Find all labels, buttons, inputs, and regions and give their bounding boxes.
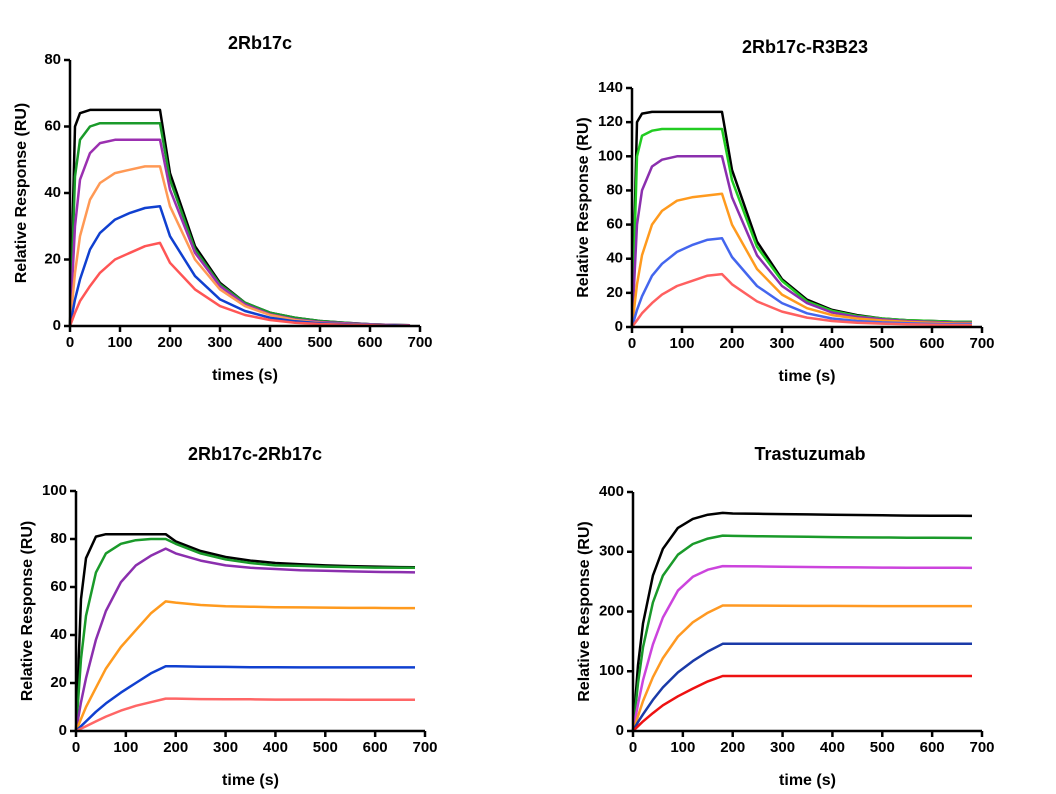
x-tick-label: 100 [107,334,132,351]
y-tick-label: 20 [44,250,61,267]
y-tick-label: 0 [616,722,624,739]
chart-title: 2Rb17c-R3B23 [742,37,868,57]
y-tick-label: 100 [42,482,67,499]
x-tick-label: 400 [263,739,288,756]
y-tick-label: 80 [50,530,67,547]
chart-title: 2Rb17c [228,33,292,53]
y-tick-label: 120 [598,113,623,130]
x-tick-label: 700 [969,739,994,756]
data-line [74,547,416,732]
y-tick-label: 20 [50,674,67,691]
x-tick-label: 500 [307,334,332,351]
x-tick-label: 300 [207,334,232,351]
x-tick-label: 200 [720,739,745,756]
x-tick-label: 300 [770,739,795,756]
data-line [68,241,410,327]
x-tick-label: 500 [869,335,894,352]
data-line [630,236,972,328]
y-tick-label: 60 [44,117,61,134]
data-line [631,511,973,732]
x-tick-label: 500 [313,739,338,756]
chart-title: Trastuzumab [754,444,865,464]
chart-title: 2Rb17c-2Rb17c [188,444,322,464]
data-line [68,165,411,327]
y-axis-label: Relative Response (RU) [575,117,592,298]
x-tick-label: 700 [412,739,437,756]
y-tick-label: 0 [53,317,61,334]
y-tick-label: 20 [606,284,623,301]
y-tick-label: 40 [606,250,623,267]
data-line [74,600,415,732]
y-tick-label: 60 [50,578,67,595]
y-tick-label: 40 [50,626,67,643]
data-line [68,121,411,327]
x-tick-label: 200 [157,334,182,351]
x-tick-label: 200 [719,335,744,352]
y-tick-label: 60 [606,216,623,233]
data-line [68,205,411,327]
data-line [631,604,972,732]
y-tick-label: 100 [598,147,623,164]
x-tick-label: 100 [113,739,138,756]
data-line [632,674,972,732]
x-tick-label: 0 [72,739,80,756]
x-tick-label: 300 [769,335,794,352]
x-tick-label: 0 [628,335,636,352]
data-line [631,642,972,732]
y-axis-label: Relative Response (RU) [13,103,30,284]
data-line [75,697,415,733]
x-axis-label: time (s) [779,368,836,385]
x-tick-label: 700 [407,334,432,351]
x-tick-label: 0 [66,334,74,351]
y-tick-label: 140 [598,79,623,96]
x-tick-label: 600 [363,739,388,756]
y-tick-label: 80 [44,51,61,68]
data-line [75,664,415,732]
x-axis-label: time (s) [779,772,836,789]
x-tick-label: 500 [870,739,895,756]
data-line [630,110,972,328]
x-tick-label: 600 [919,335,944,352]
data-line [74,537,415,732]
y-tick-label: 200 [599,602,624,619]
y-tick-label: 0 [615,318,623,335]
y-tick-label: 400 [599,483,624,500]
x-tick-label: 400 [819,335,844,352]
data-line [630,155,972,328]
data-line [630,192,972,328]
x-tick-label: 100 [669,335,694,352]
x-tick-label: 100 [670,739,695,756]
data-line [74,532,416,732]
y-axis-label: Relative Response (RU) [576,521,593,702]
y-tick-label: 100 [599,662,624,679]
data-line [630,272,973,328]
x-tick-label: 700 [969,335,994,352]
x-axis-label: time (s) [222,772,279,789]
y-tick-label: 40 [44,184,61,201]
y-tick-label: 80 [606,181,623,198]
data-line [631,564,973,732]
data-line [631,534,973,732]
x-tick-label: 200 [163,739,188,756]
x-tick-label: 300 [213,739,238,756]
x-tick-label: 600 [920,739,945,756]
x-tick-label: 0 [629,739,637,756]
x-tick-label: 400 [820,739,845,756]
y-tick-label: 300 [599,543,624,560]
x-tick-label: 400 [257,334,282,351]
data-line [630,127,972,328]
y-tick-label: 0 [59,722,67,739]
y-axis-label: Relative Response (RU) [19,521,36,702]
x-axis-label: times (s) [212,367,278,384]
x-tick-label: 600 [357,334,382,351]
